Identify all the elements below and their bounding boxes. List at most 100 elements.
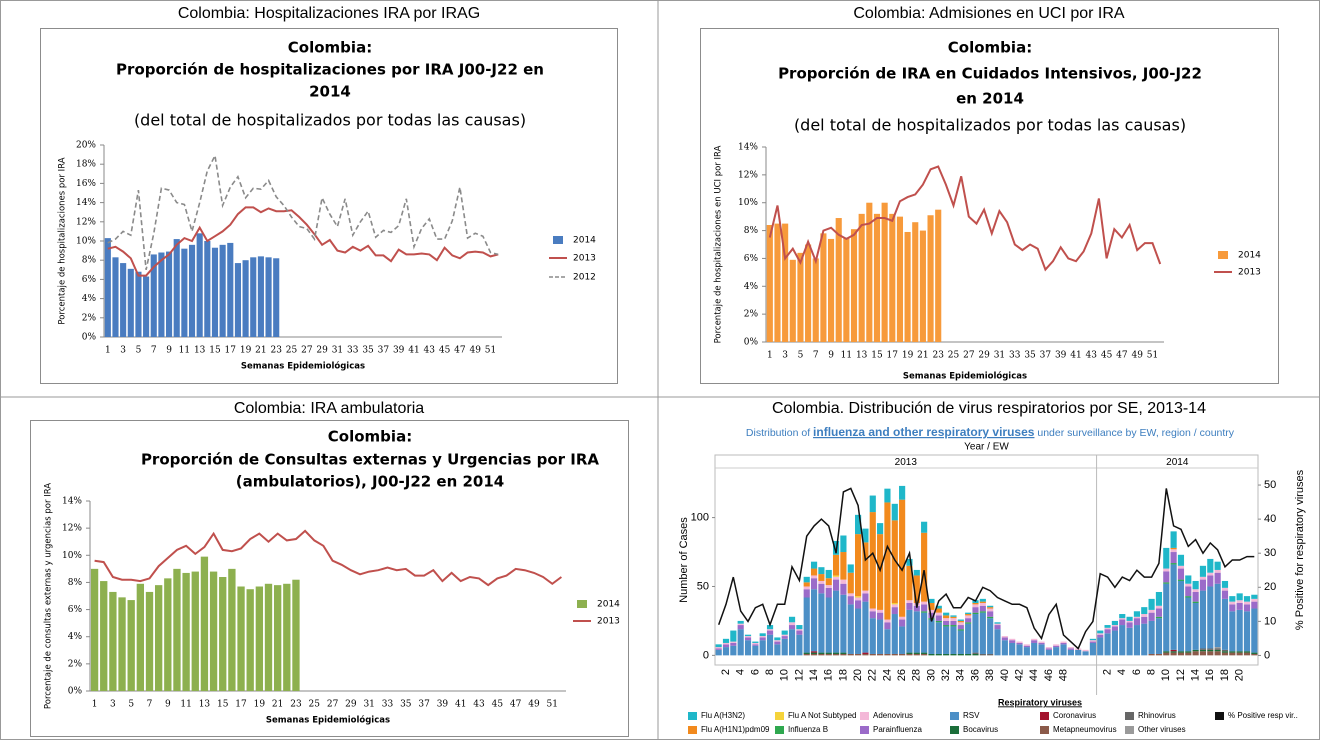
bar-segment bbox=[928, 609, 935, 613]
bar bbox=[143, 276, 150, 337]
x-tick-label: 14 bbox=[808, 669, 820, 681]
bar-segment bbox=[1177, 652, 1185, 656]
legend-swatch bbox=[688, 712, 697, 720]
x-tick-label: 30 bbox=[925, 669, 937, 681]
x-tick-label: 8 bbox=[764, 669, 776, 675]
y-tick-label: 20% bbox=[76, 141, 96, 151]
bar-segment bbox=[1207, 648, 1214, 650]
bar bbox=[927, 215, 934, 342]
bar-segment bbox=[1214, 583, 1221, 648]
bar-segment bbox=[935, 620, 942, 623]
y-tick-label: 4% bbox=[82, 294, 97, 304]
bar-segment bbox=[855, 534, 862, 597]
bar-segment bbox=[788, 625, 796, 630]
bar-segment bbox=[1192, 591, 1199, 602]
legend-swatch bbox=[860, 712, 869, 720]
bar bbox=[782, 223, 789, 342]
bar-segment bbox=[1251, 653, 1258, 656]
bar-segment bbox=[818, 567, 825, 575]
bar bbox=[257, 256, 264, 337]
bar-segment bbox=[994, 625, 1001, 630]
x-tick-label: 39 bbox=[437, 700, 449, 710]
x-tick-label: 41 bbox=[1070, 351, 1081, 361]
bar-segment bbox=[869, 618, 876, 654]
x-tick-label: 4 bbox=[1116, 669, 1128, 675]
bar-segment bbox=[1199, 590, 1207, 649]
bar-segment bbox=[957, 653, 964, 656]
bar-segment bbox=[935, 653, 942, 656]
bar-segment bbox=[810, 575, 818, 579]
bar-segment bbox=[825, 597, 832, 653]
x-tick-label: 51 bbox=[547, 700, 558, 710]
bar-segment bbox=[943, 612, 950, 616]
chart-subtitle: (del total de hospitalizados por todas l… bbox=[794, 116, 1186, 135]
bar-segment bbox=[987, 616, 994, 619]
bar-segment bbox=[987, 611, 994, 617]
bar-segment bbox=[1221, 580, 1229, 588]
x-tick-label: 26 bbox=[896, 669, 908, 681]
bar-segment bbox=[737, 620, 744, 624]
bar bbox=[182, 572, 190, 691]
bar-segment bbox=[1155, 618, 1163, 654]
y-tick-label: 6% bbox=[82, 275, 97, 285]
x-tick-label: 27 bbox=[301, 346, 313, 356]
bar-segment bbox=[737, 623, 744, 626]
bar-segment bbox=[1221, 598, 1229, 650]
bar-segment bbox=[1141, 607, 1148, 615]
bar-segment bbox=[957, 619, 964, 621]
bar-segment bbox=[810, 653, 818, 656]
bar-segment bbox=[1075, 649, 1082, 656]
x-tick-label: 31 bbox=[363, 700, 374, 710]
bar-segment bbox=[1170, 563, 1177, 565]
legend-label: % Positive resp vir.. bbox=[1228, 711, 1298, 720]
bar-segment bbox=[1221, 651, 1229, 653]
bar-segment bbox=[891, 503, 898, 521]
bar-segment bbox=[1185, 583, 1192, 587]
y-tick-label: 12% bbox=[62, 524, 82, 534]
bar-segment bbox=[1097, 633, 1104, 635]
legend-swatch bbox=[950, 726, 959, 734]
bar-segment bbox=[965, 622, 972, 624]
bar bbox=[904, 231, 911, 342]
panel-heading: Colombia: IRA ambulatoria bbox=[234, 400, 424, 417]
bar-segment bbox=[862, 593, 869, 602]
bar-segment bbox=[847, 596, 854, 605]
bar-segment bbox=[1177, 579, 1185, 581]
bar-segment bbox=[855, 608, 862, 654]
bar-segment bbox=[928, 653, 935, 656]
bar-segment bbox=[1141, 616, 1148, 624]
bar-segment bbox=[1185, 597, 1192, 652]
bar-segment bbox=[1214, 572, 1221, 584]
bar-segment bbox=[1221, 587, 1229, 591]
bar-segment bbox=[832, 576, 840, 580]
x-tick-label: 11 bbox=[179, 346, 190, 356]
bar-segment bbox=[1023, 645, 1030, 648]
bar-segment bbox=[715, 647, 722, 649]
bar-segment bbox=[1038, 644, 1045, 656]
bar-segment bbox=[1229, 652, 1236, 656]
panel-heading: Colombia: Hospitalizaciones IRA por IRAG bbox=[178, 5, 480, 22]
chart-title: Proporción de IRA en Cuidados Intensivos… bbox=[778, 65, 1202, 83]
x-tick-label: 33 bbox=[382, 700, 394, 710]
bar bbox=[835, 218, 842, 342]
bar-segment bbox=[884, 488, 891, 503]
bar-segment bbox=[1023, 644, 1030, 646]
bar-segment bbox=[825, 578, 832, 586]
bar-segment bbox=[950, 618, 957, 621]
bar-segment bbox=[965, 623, 972, 654]
bar-segment bbox=[1214, 561, 1221, 570]
chart-title: Colombia: bbox=[948, 39, 1032, 57]
bar bbox=[774, 223, 781, 342]
bar-segment bbox=[847, 653, 854, 656]
bar-segment bbox=[1119, 619, 1126, 626]
bar-segment bbox=[1133, 625, 1141, 656]
bar-segment bbox=[935, 622, 942, 654]
bar-segment bbox=[994, 623, 1001, 626]
legend-label: 2013 bbox=[1238, 268, 1261, 278]
y-tick-label: 6% bbox=[68, 605, 83, 615]
bar-segment bbox=[943, 618, 950, 621]
x-tick-label: 13 bbox=[199, 700, 211, 710]
bar-segment bbox=[1016, 641, 1023, 643]
x-tick-label: 48 bbox=[1057, 669, 1069, 681]
bar-segment bbox=[869, 512, 876, 609]
